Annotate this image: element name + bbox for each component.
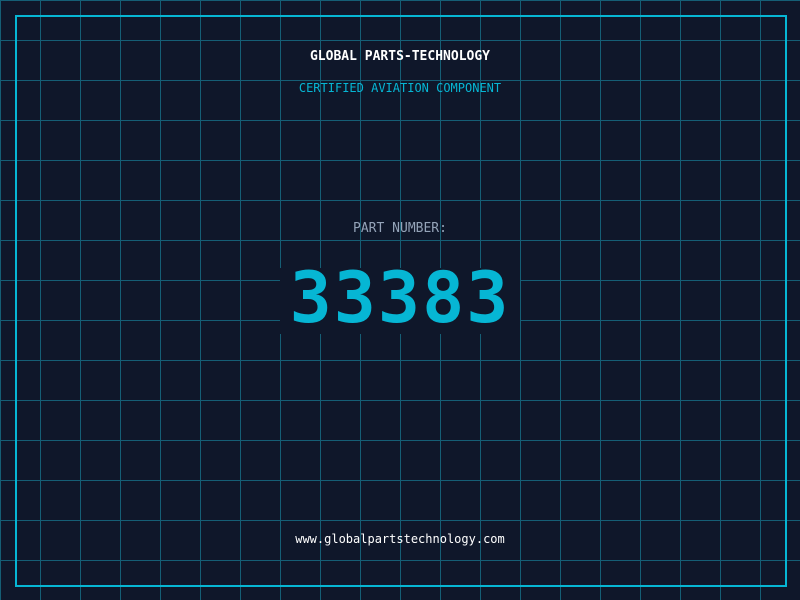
website-url: www.globalpartstechnology.com bbox=[295, 532, 505, 546]
border-frame bbox=[15, 15, 787, 587]
brand-subtitle: CERTIFIED AVIATION COMPONENT bbox=[298, 81, 502, 95]
brand-title: GLOBAL PARTS-TECHNOLOGY bbox=[309, 49, 490, 64]
part-number-backdrop bbox=[280, 268, 520, 334]
part-number-value: 33383 bbox=[289, 257, 511, 339]
part-number-label: PART NUMBER: bbox=[353, 221, 447, 236]
